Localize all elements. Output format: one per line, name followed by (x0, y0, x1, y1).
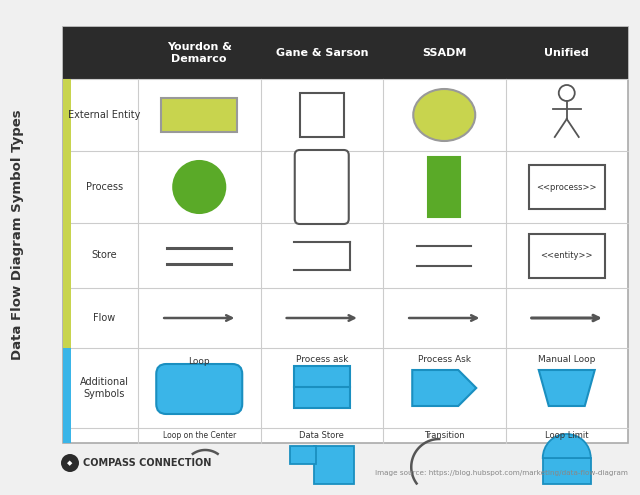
Text: Process ask: Process ask (296, 355, 348, 364)
Text: Gane & Sarson: Gane & Sarson (275, 48, 368, 58)
Polygon shape (412, 370, 476, 406)
Bar (290, 446, 316, 464)
Polygon shape (539, 370, 595, 406)
Bar (428, 157, 460, 217)
Text: Process Ask: Process Ask (418, 355, 471, 364)
Bar (63, 27, 628, 443)
Bar (543, 458, 591, 484)
Text: Store: Store (92, 250, 117, 260)
Text: <<process>>: <<process>> (536, 183, 597, 192)
Circle shape (173, 161, 225, 213)
Bar (529, 165, 605, 209)
Bar (300, 93, 344, 137)
Text: Unified: Unified (545, 48, 589, 58)
Text: Image source: https://blog.hubspot.com/marketing/data-flow-diagram: Image source: https://blog.hubspot.com/m… (375, 470, 628, 476)
Text: Loop Limit: Loop Limit (545, 432, 589, 441)
Text: Loop: Loop (188, 357, 210, 366)
Text: COMPASS CONNECTION: COMPASS CONNECTION (83, 458, 211, 468)
Bar (63, 79, 71, 348)
Bar (314, 446, 354, 484)
FancyBboxPatch shape (156, 364, 243, 414)
Wedge shape (543, 434, 591, 458)
Bar (161, 98, 237, 132)
Text: Transition: Transition (424, 432, 465, 441)
Text: Loop on the Center: Loop on the Center (163, 432, 236, 441)
Circle shape (559, 85, 575, 101)
Text: SSADM: SSADM (422, 48, 467, 58)
Text: Process: Process (86, 182, 123, 192)
Text: Data Store: Data Store (300, 432, 344, 441)
Text: External Entity: External Entity (68, 110, 141, 120)
Bar (63, 348, 71, 443)
Ellipse shape (413, 89, 476, 141)
Text: Yourdon &
Demarco: Yourdon & Demarco (167, 42, 232, 64)
Bar (529, 234, 605, 278)
Bar (294, 366, 349, 408)
Text: Additional
Symbols: Additional Symbols (80, 377, 129, 399)
Circle shape (61, 454, 79, 472)
Bar (63, 27, 628, 79)
Text: ◆: ◆ (67, 460, 73, 466)
Text: Data Flow Diagram Symbol Types: Data Flow Diagram Symbol Types (12, 110, 24, 360)
Text: Flow: Flow (93, 313, 116, 323)
Text: Manual Loop: Manual Loop (538, 355, 595, 364)
Text: <<entity>>: <<entity>> (541, 251, 593, 260)
FancyBboxPatch shape (295, 150, 349, 224)
